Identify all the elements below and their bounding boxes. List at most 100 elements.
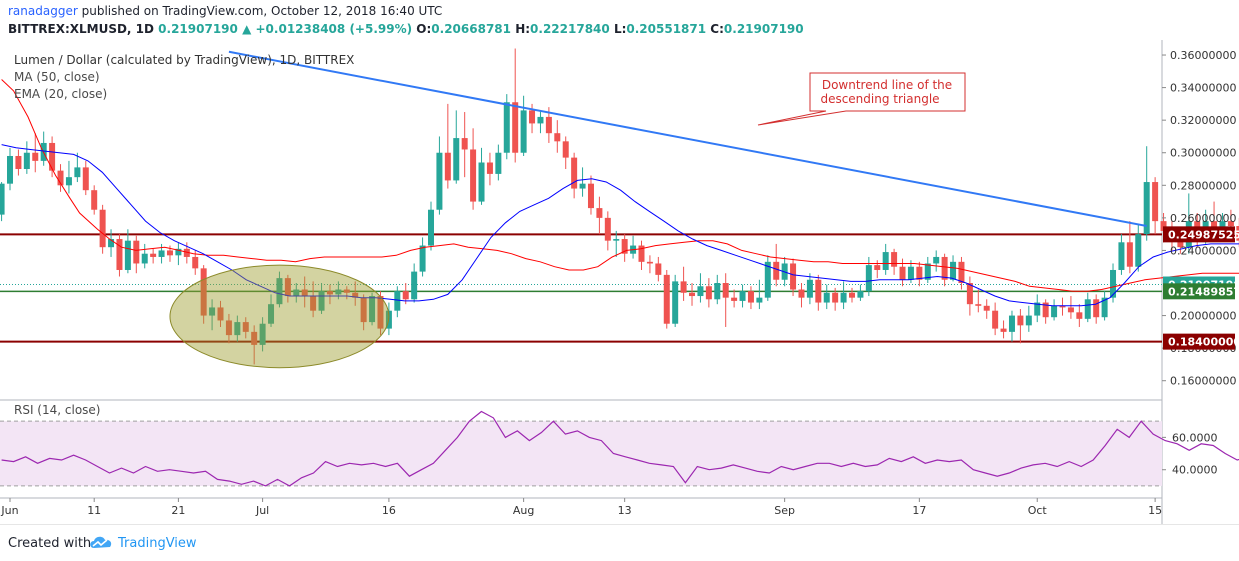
close-value: 0.21907190 (723, 22, 804, 36)
candle (57, 164, 64, 192)
candle (613, 230, 620, 257)
time-tick-label: Sep (774, 504, 795, 517)
candle-body (461, 138, 468, 150)
candle (352, 281, 359, 306)
candle (554, 120, 561, 153)
candle (722, 273, 729, 327)
candle-body (604, 217, 611, 241)
candle (49, 136, 56, 178)
candle (790, 258, 797, 297)
candle-body (798, 289, 805, 298)
candle-body (790, 263, 797, 290)
candle (933, 250, 940, 272)
open-value: 0.20668781 (431, 22, 511, 36)
candle-body (638, 245, 645, 262)
candle-body (916, 266, 923, 280)
candle (1051, 299, 1058, 321)
candle (284, 274, 291, 303)
candle-body (731, 297, 738, 301)
candle-body (1067, 307, 1074, 313)
candle (343, 286, 350, 300)
candle-body (251, 331, 258, 345)
candle (461, 112, 468, 178)
price-label-text: 0.18400000 (1168, 336, 1239, 349)
price-tick-label: 0.26000000 (1170, 212, 1236, 225)
candle-body (32, 152, 39, 161)
candle-body (268, 304, 275, 324)
candle-body (293, 289, 300, 297)
annotation-callout[interactable]: Downtrend line of the descending triangl… (757, 72, 966, 126)
high-label: H: (515, 22, 531, 36)
candle-body (394, 291, 401, 311)
candle (301, 276, 308, 308)
candle-body (975, 304, 982, 306)
candle (200, 265, 207, 324)
candle-body (124, 240, 131, 270)
author-link[interactable]: ranadagger (8, 4, 78, 18)
high-value: 0.22217840 (530, 22, 610, 36)
rsi-tick-label: 60.0000 (1172, 431, 1218, 444)
candle (411, 263, 418, 303)
candle (436, 136, 443, 215)
candle-body (284, 278, 291, 297)
candle (175, 242, 182, 266)
candle-body (1042, 302, 1049, 318)
candle-body (23, 152, 30, 170)
candle-body (343, 289, 350, 293)
candle (924, 256, 931, 284)
candle-body (478, 162, 485, 202)
candle (276, 271, 283, 308)
candle-body (183, 248, 190, 257)
candle-body (520, 110, 527, 153)
candle-body (326, 291, 333, 295)
candle (1059, 297, 1066, 316)
candle (579, 167, 586, 197)
candle-body (1219, 221, 1226, 231)
candle-body (402, 291, 409, 300)
callout-box (757, 72, 966, 126)
tradingview-brand[interactable]: TradingView (118, 536, 197, 551)
time-tick-label: 11 (87, 504, 101, 517)
candle-body (924, 263, 931, 280)
candle (849, 287, 855, 303)
tradingview-cloud-icon[interactable] (88, 534, 114, 550)
candle (133, 235, 140, 274)
time-tick-label: 17 (912, 504, 926, 517)
candle-body (158, 250, 165, 257)
candle (217, 300, 224, 327)
candle-body (276, 278, 283, 305)
price-label: 0.24987525 (1163, 226, 1239, 243)
candle-body (992, 310, 999, 329)
candle (672, 274, 679, 327)
candle-body (175, 248, 182, 256)
candle-body (764, 261, 771, 298)
candle (209, 299, 216, 331)
candle (882, 243, 889, 275)
candle (571, 152, 578, 199)
candle (1076, 304, 1083, 327)
candle-body (200, 268, 207, 316)
candle-body (133, 240, 140, 264)
candle-body (806, 279, 813, 298)
header-bar: ranadagger published on TradingView.com,… (0, 0, 1239, 40)
candle-body (1236, 226, 1239, 241)
candle (428, 201, 434, 251)
candle-body (874, 265, 881, 270)
candle (326, 284, 333, 305)
candle (116, 234, 123, 277)
candle-body (57, 170, 64, 186)
price-chart[interactable]: 60.0000 40.0000 0.36000000 0.34000000 0.320… (0, 40, 1239, 524)
candle-body (419, 245, 426, 272)
candle-body (554, 133, 561, 142)
candle-body (950, 261, 957, 280)
candle-body (714, 283, 721, 300)
candle-body (1135, 234, 1142, 267)
time-tick-label: 16 (382, 504, 396, 517)
candle-body (1126, 242, 1133, 267)
candle (638, 240, 645, 270)
price-tick-label: 0.28000000 (1170, 179, 1236, 192)
candle-body (217, 307, 224, 321)
created-with-label: Created with (8, 536, 92, 551)
candle-body (1051, 305, 1058, 318)
candle (478, 147, 485, 205)
